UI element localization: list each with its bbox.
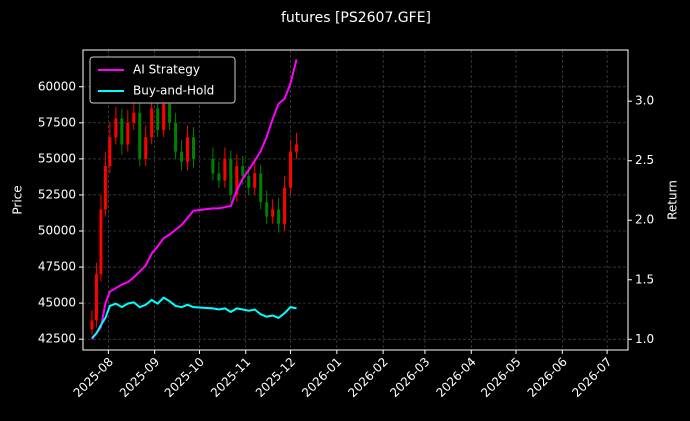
candle-body xyxy=(156,108,160,131)
candle-body xyxy=(150,108,154,138)
candle-body xyxy=(114,118,118,138)
y-tick-label: 47500 xyxy=(38,260,76,274)
candle-body xyxy=(108,137,112,167)
legend-box xyxy=(89,56,236,104)
candle-body xyxy=(211,158,215,174)
plot-frame xyxy=(82,49,629,351)
candle-body xyxy=(99,209,103,275)
candle-body xyxy=(174,122,178,152)
legend-label: Buy-and-Hold xyxy=(133,84,214,98)
candle-body xyxy=(253,173,257,188)
candle-body xyxy=(223,158,227,181)
candle-body xyxy=(235,166,239,195)
y2-axis-label: Return xyxy=(666,180,680,220)
y2-tick-label: 2.5 xyxy=(635,153,654,167)
y2-tick-label: 3.0 xyxy=(635,94,654,108)
chart-title: futures [PS2607.GFE] xyxy=(281,10,431,26)
candle-body xyxy=(259,173,263,203)
candle-body xyxy=(168,104,172,123)
y-tick-label: 42500 xyxy=(38,332,76,346)
candle-body xyxy=(180,151,184,162)
candle-body xyxy=(283,187,287,224)
y2-tick-label: 1.0 xyxy=(635,332,654,346)
return-line xyxy=(91,296,297,339)
candle-body xyxy=(265,202,269,217)
candle-body xyxy=(271,209,275,217)
candle-body xyxy=(120,118,124,145)
legend-label: AI Strategy xyxy=(133,63,200,77)
y-tick-label: 60000 xyxy=(38,79,76,93)
y-tick-label: 52500 xyxy=(38,187,76,201)
candle-body xyxy=(247,176,251,188)
y-tick-label: 45000 xyxy=(38,296,76,310)
candle-body xyxy=(126,122,130,145)
candle-body xyxy=(90,320,94,330)
candle-body xyxy=(217,173,221,181)
candle-body xyxy=(162,104,166,131)
y-tick-label: 55000 xyxy=(38,151,76,165)
candle-body xyxy=(186,137,190,162)
candle-body xyxy=(103,166,107,210)
return-line xyxy=(91,59,298,340)
candle-body xyxy=(241,166,245,177)
candle-body xyxy=(277,209,281,224)
candle-body xyxy=(94,274,98,321)
y2-tick-label: 2.0 xyxy=(635,213,654,227)
candle-body xyxy=(191,137,195,159)
y-axis-label: Price xyxy=(11,185,25,214)
candle-body xyxy=(295,144,299,152)
candle-body xyxy=(229,158,233,195)
y2-tick-label: 1.5 xyxy=(635,272,654,286)
candle-body xyxy=(144,137,148,159)
candle-body xyxy=(138,112,142,159)
y-tick-label: 50000 xyxy=(38,224,76,238)
candle-body xyxy=(289,151,293,188)
y-tick-label: 57500 xyxy=(38,115,76,129)
candle-body xyxy=(132,112,136,123)
